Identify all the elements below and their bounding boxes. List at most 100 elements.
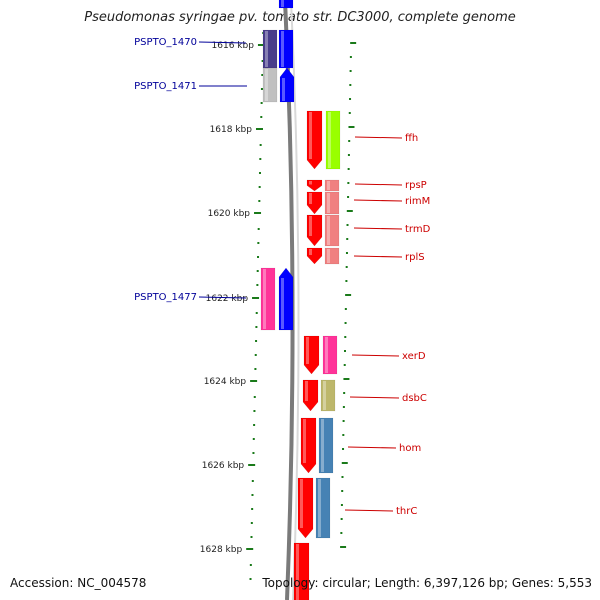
cog-category-box-sheen (323, 381, 326, 410)
outer-minor-tick (349, 56, 352, 58)
scale-minor-tick (261, 74, 264, 76)
cog-category-box-sheen (327, 249, 330, 263)
scale-label: 1626 kbp (202, 461, 245, 471)
cog-category-box-sheen (325, 337, 328, 373)
outer-minor-tick (349, 70, 352, 72)
outer-major-tick (343, 378, 350, 380)
outer-minor-tick (343, 392, 346, 394)
outer-minor-tick (342, 434, 345, 436)
scale-minor-tick (260, 88, 263, 90)
scale-minor-tick (254, 368, 257, 370)
scale-minor-tick (261, 60, 264, 62)
plus-strand-gene-arrow (306, 110, 323, 170)
minus-strand-gene-arrow-sheen (281, 278, 284, 329)
backbone-inner (290, 0, 300, 600)
minus-strand-gene-arrow-sheen (281, 31, 284, 67)
locus-leader-line (198, 41, 247, 44)
cog-category-box-sheen (327, 216, 330, 245)
gene-label: trmD (405, 224, 431, 235)
scale-label: 1628 kbp (200, 545, 243, 555)
outer-minor-tick (347, 154, 350, 156)
outer-minor-tick (346, 224, 349, 226)
scale-minor-tick (252, 438, 255, 440)
outer-minor-tick (345, 280, 348, 282)
scale-minor-tick (260, 116, 263, 118)
outer-minor-tick (345, 266, 348, 268)
locus-label: PSPTO_1477 (134, 292, 197, 303)
plus-strand-gene-arrow (293, 542, 310, 600)
gene-leader-line (351, 354, 400, 357)
locus-label: PSPTO_1471 (134, 81, 197, 92)
gene-label: rpsP (405, 180, 427, 191)
gene-label: rimM (405, 196, 430, 207)
outer-minor-tick (346, 238, 349, 240)
plus-strand-gene-arrow (306, 179, 323, 192)
outer-minor-tick (349, 84, 352, 86)
outer-minor-tick (345, 252, 348, 254)
cog-category-box (324, 191, 340, 215)
gene-leader-line (349, 396, 400, 399)
plus-strand-gene-arrow-sheen (303, 419, 306, 463)
cog-category-box (315, 477, 331, 539)
scale-minor-tick (251, 480, 254, 482)
scale-minor-tick (255, 340, 258, 342)
gene-leader-line (354, 136, 403, 139)
scale-major-tick (248, 464, 256, 466)
cog-category-box-sheen (265, 31, 268, 67)
outer-minor-tick (340, 504, 343, 506)
outer-minor-tick (344, 350, 346, 352)
gene-label: hom (399, 443, 421, 454)
scale-minor-tick (258, 172, 261, 174)
scale-minor-tick (257, 256, 260, 258)
scale-minor-tick (249, 564, 252, 566)
scale-minor-tick (260, 102, 263, 104)
outer-minor-tick (342, 406, 345, 408)
minus-strand-gene-arrow (278, 0, 294, 9)
cog-category-box-sheen (318, 479, 321, 537)
outer-minor-tick (347, 168, 350, 170)
scale-minor-tick (253, 396, 256, 398)
minus-strand-gene-arrow-sheen (281, 0, 284, 7)
scale-minor-tick (256, 284, 259, 286)
scale-minor-tick (258, 186, 261, 188)
locus-label: PSPTO_1470 (134, 37, 197, 48)
plus-strand-gene-arrow-sheen (305, 381, 308, 401)
map-title: Pseudomonas syringae pv. tomato str. DC3… (84, 10, 516, 25)
scale-minor-tick (258, 200, 261, 202)
plus-strand-gene-arrow (306, 247, 323, 265)
outer-minor-tick (343, 364, 346, 366)
plus-strand-gene-arrow-sheen (309, 193, 312, 204)
gene-leader-line (353, 255, 403, 258)
minus-strand-gene-arrow (279, 67, 295, 103)
cog-category-box (262, 67, 278, 103)
outer-major-tick (340, 546, 347, 548)
plus-strand-gene-arrow (306, 191, 323, 215)
gene-leader-line (354, 183, 403, 186)
outer-minor-tick (344, 336, 347, 338)
cog-category-box (324, 214, 340, 247)
scale-minor-tick (257, 228, 260, 230)
cog-category-box (260, 267, 276, 331)
scale-minor-tick (250, 536, 253, 538)
scale-minor-tick (253, 424, 256, 426)
plus-strand-gene-arrow-sheen (309, 249, 312, 255)
scale-minor-tick (251, 494, 254, 496)
outer-minor-tick (341, 476, 344, 478)
outer-minor-tick (340, 518, 343, 520)
scale-minor-tick (254, 354, 257, 356)
cog-category-box (320, 379, 336, 412)
scale-major-tick (246, 548, 254, 550)
plus-strand-gene-arrow (302, 379, 319, 412)
plus-strand-gene-arrow-sheen (296, 544, 299, 600)
plus-strand-gene-arrow (297, 477, 314, 539)
scale-major-tick (254, 212, 262, 214)
outer-major-tick (348, 126, 355, 128)
outer-minor-tick (344, 322, 347, 324)
plus-strand-gene-arrow-sheen (309, 181, 312, 185)
cog-category-box-sheen (327, 193, 330, 213)
scale-label: 1620 kbp (208, 209, 251, 219)
outer-minor-tick (342, 420, 345, 422)
minus-strand-gene-arrow-sheen (282, 78, 285, 101)
scale-minor-tick (256, 270, 259, 272)
outer-minor-tick (344, 308, 347, 310)
